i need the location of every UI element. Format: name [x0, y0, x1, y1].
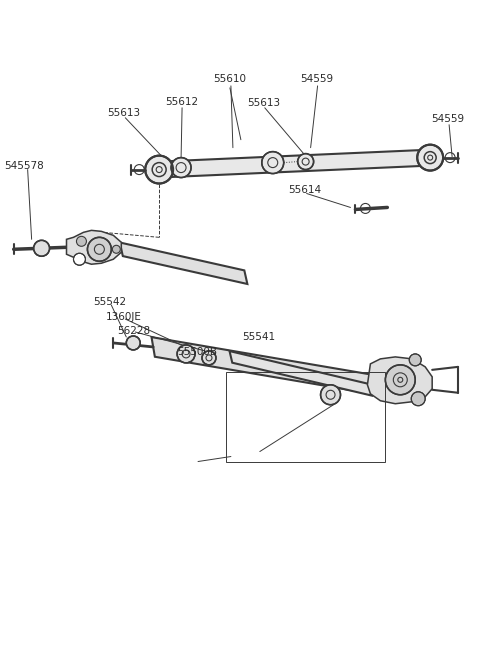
Bar	[226, 372, 385, 461]
Text: 54559: 54559	[300, 74, 333, 84]
Text: 55613: 55613	[247, 98, 280, 108]
Circle shape	[262, 152, 284, 173]
Text: 56228: 56228	[117, 326, 150, 336]
Text: 545578: 545578	[4, 160, 44, 171]
Circle shape	[202, 351, 216, 365]
Circle shape	[76, 237, 86, 246]
Text: 55613: 55613	[107, 108, 140, 118]
Circle shape	[145, 156, 173, 183]
Polygon shape	[67, 231, 121, 264]
Text: 55612: 55612	[166, 97, 199, 107]
Circle shape	[385, 365, 415, 395]
Text: 55541: 55541	[242, 332, 276, 342]
Text: 1360JE: 1360JE	[105, 312, 141, 322]
Circle shape	[417, 145, 443, 171]
Text: 55542: 55542	[93, 297, 126, 307]
Circle shape	[177, 345, 195, 363]
Text: 54559: 54559	[432, 114, 465, 124]
Circle shape	[87, 237, 111, 261]
Circle shape	[112, 245, 120, 253]
Circle shape	[171, 158, 191, 177]
Text: 55610: 55610	[214, 74, 246, 84]
Text: 55614: 55614	[288, 185, 321, 196]
Polygon shape	[152, 337, 377, 395]
Circle shape	[34, 240, 49, 256]
Polygon shape	[229, 351, 372, 396]
Polygon shape	[159, 150, 431, 177]
Circle shape	[73, 253, 85, 265]
Circle shape	[126, 336, 140, 350]
Circle shape	[411, 392, 425, 406]
Circle shape	[321, 385, 340, 405]
Circle shape	[298, 154, 313, 170]
Text: 55500B: 55500B	[177, 347, 217, 357]
Circle shape	[409, 354, 421, 366]
Polygon shape	[120, 242, 247, 284]
Polygon shape	[367, 357, 432, 404]
